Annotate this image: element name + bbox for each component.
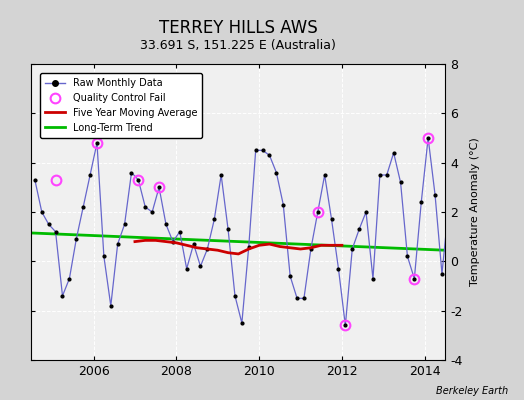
Legend: Raw Monthly Data, Quality Control Fail, Five Year Moving Average, Long-Term Tren: Raw Monthly Data, Quality Control Fail, …	[40, 73, 202, 138]
Y-axis label: Temperature Anomaly (°C): Temperature Anomaly (°C)	[470, 138, 479, 286]
Text: 33.691 S, 151.225 E (Australia): 33.691 S, 151.225 E (Australia)	[140, 40, 336, 52]
Text: Berkeley Earth: Berkeley Earth	[436, 386, 508, 396]
Text: TERREY HILLS AWS: TERREY HILLS AWS	[159, 19, 318, 37]
